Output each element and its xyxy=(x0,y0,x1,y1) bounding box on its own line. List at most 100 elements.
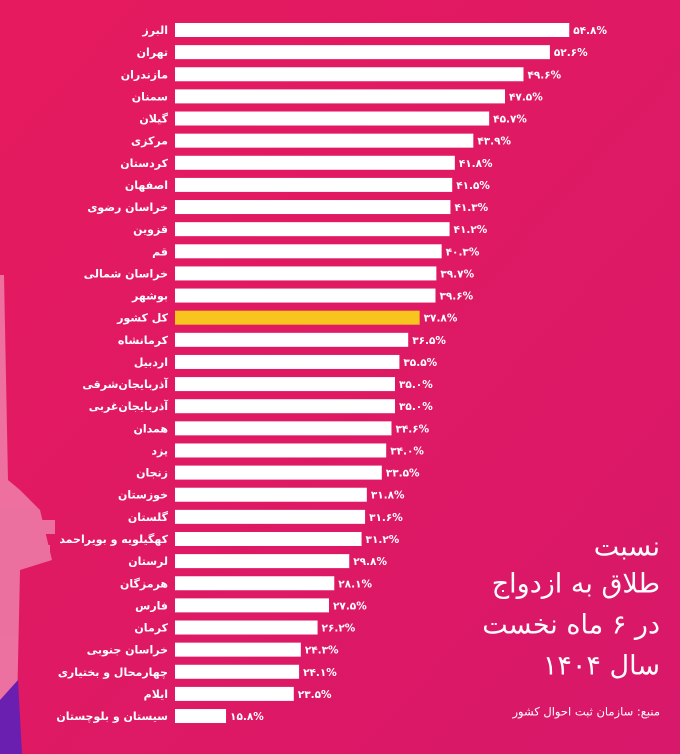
bar xyxy=(175,686,294,701)
bar xyxy=(175,222,450,237)
category-label: همدان xyxy=(133,422,168,435)
category-label: سیستان و بلوچستان xyxy=(56,710,168,723)
bar xyxy=(175,288,436,303)
category-label: اصفهان xyxy=(125,179,168,192)
category-label: مرکزی xyxy=(131,135,168,148)
bar xyxy=(175,266,437,281)
category-label: گیلان xyxy=(139,113,168,126)
value-label: ۴۱.۳% xyxy=(454,202,488,214)
value-label: ۲۸.۱% xyxy=(338,578,372,590)
value-label: ۳۱.۲% xyxy=(366,534,400,546)
category-label: کهگیلویه و بویراحمد xyxy=(59,533,168,546)
bar xyxy=(175,89,505,104)
value-label: ۲۷.۵% xyxy=(333,600,367,612)
bar xyxy=(175,111,490,126)
title-block: نسبت طلاق به ازدواج در ۶ ماه نخست سال ۱۴… xyxy=(482,532,660,682)
category-label: آذربایجان‌شرقی xyxy=(82,377,168,391)
bar xyxy=(175,509,366,524)
bar xyxy=(175,133,474,148)
bar xyxy=(175,709,227,724)
bar xyxy=(175,332,409,347)
value-label: ۱۵.۸% xyxy=(230,711,264,723)
tower-illustration xyxy=(0,275,55,754)
bar xyxy=(175,155,455,170)
bar xyxy=(175,177,453,192)
title-line: سال ۱۴۰۴ xyxy=(543,651,660,682)
category-label: قزوین xyxy=(133,223,168,236)
bar xyxy=(175,487,367,502)
value-label: ۳۴.۰% xyxy=(390,445,424,457)
category-label: هرمزگان xyxy=(120,577,168,590)
category-label: یزد xyxy=(151,444,168,457)
source: منبع: سازمان ثبت احوال کشور xyxy=(511,705,660,720)
value-label: ۳۵.۵% xyxy=(403,357,437,369)
value-label: ۲۴.۳% xyxy=(305,645,339,657)
bar xyxy=(175,465,382,480)
category-label: اردبیل xyxy=(134,356,168,369)
category-label: چهارمحال و بختیاری xyxy=(58,666,168,679)
bar xyxy=(175,354,400,369)
value-label: ۴۷.۵% xyxy=(509,91,543,103)
bar xyxy=(175,45,550,60)
category-label: فارس xyxy=(135,599,168,612)
value-label: ۳۴.۶% xyxy=(395,423,429,435)
value-label: ۴۳.۹% xyxy=(477,136,511,148)
category-label: کردستان xyxy=(120,157,168,170)
value-label: ۴۹.۶% xyxy=(527,69,561,81)
category-label: تهران xyxy=(137,46,168,59)
value-label: ۴۱.۵% xyxy=(456,180,490,192)
category-label: کرمانشاه xyxy=(118,334,169,347)
value-label: ۲۶.۲% xyxy=(322,623,356,635)
category-label: خراسان شمالی xyxy=(84,267,168,280)
bar xyxy=(175,576,335,591)
value-label: ۴۱.۸% xyxy=(459,158,493,170)
category-label: ایلام xyxy=(144,688,168,701)
bar xyxy=(175,443,387,458)
value-label: ۲۹.۸% xyxy=(353,556,387,568)
bar xyxy=(175,620,318,635)
category-label: گلستان xyxy=(128,511,169,524)
bar xyxy=(175,23,570,37)
bars: البرز ۵۴.۸% تهران ۵۲.۶% مازندران ۴۹.۶% سمنان ۴۷… xyxy=(56,23,607,724)
category-label: کرمان xyxy=(134,622,168,635)
value-label: ۵۲.۶% xyxy=(554,47,588,59)
bar xyxy=(175,531,362,546)
bar xyxy=(175,554,350,569)
value-label: ۴۰.۳% xyxy=(446,246,480,258)
bar xyxy=(175,377,395,392)
bar xyxy=(175,399,395,414)
title-line: نسبت xyxy=(594,532,660,563)
value-label: ۴۱.۲% xyxy=(454,224,488,236)
value-label: ۳۳.۵% xyxy=(386,468,420,480)
bar xyxy=(175,310,420,325)
value-label: ۲۳.۵% xyxy=(298,689,332,701)
category-label: خراسان رضوی xyxy=(87,201,168,214)
category-label: مازندران xyxy=(121,68,168,81)
value-label: ۳۱.۸% xyxy=(371,490,405,502)
bar xyxy=(175,598,329,613)
value-label: ۳۹.۶% xyxy=(439,291,473,303)
value-label: ۲۴.۱% xyxy=(303,667,337,679)
category-label: سمنان xyxy=(132,90,168,103)
bar xyxy=(175,244,442,259)
value-label: ۳۹.۷% xyxy=(440,268,474,280)
value-label: ۳۱.۶% xyxy=(369,512,403,524)
category-label: بوشهر xyxy=(131,290,168,303)
bar xyxy=(175,421,392,436)
title-line: در ۶ ماه نخست xyxy=(482,610,660,641)
category-label: خراسان جنوبی xyxy=(87,644,168,657)
category-label: آذربایجان‌غربی xyxy=(89,399,168,413)
value-label: ۳۵.۰% xyxy=(399,379,433,391)
value-label: ۵۴.۸% xyxy=(573,25,607,37)
bar xyxy=(175,642,301,657)
value-label: ۳۷.۸% xyxy=(424,313,458,325)
bar xyxy=(175,67,524,82)
value-label: ۳۵.۰% xyxy=(399,401,433,413)
category-label: قم xyxy=(152,245,168,258)
category-label: البرز xyxy=(141,24,168,37)
bar xyxy=(175,200,451,215)
corner-decoration xyxy=(0,680,22,754)
category-label: لرستان xyxy=(128,555,168,568)
